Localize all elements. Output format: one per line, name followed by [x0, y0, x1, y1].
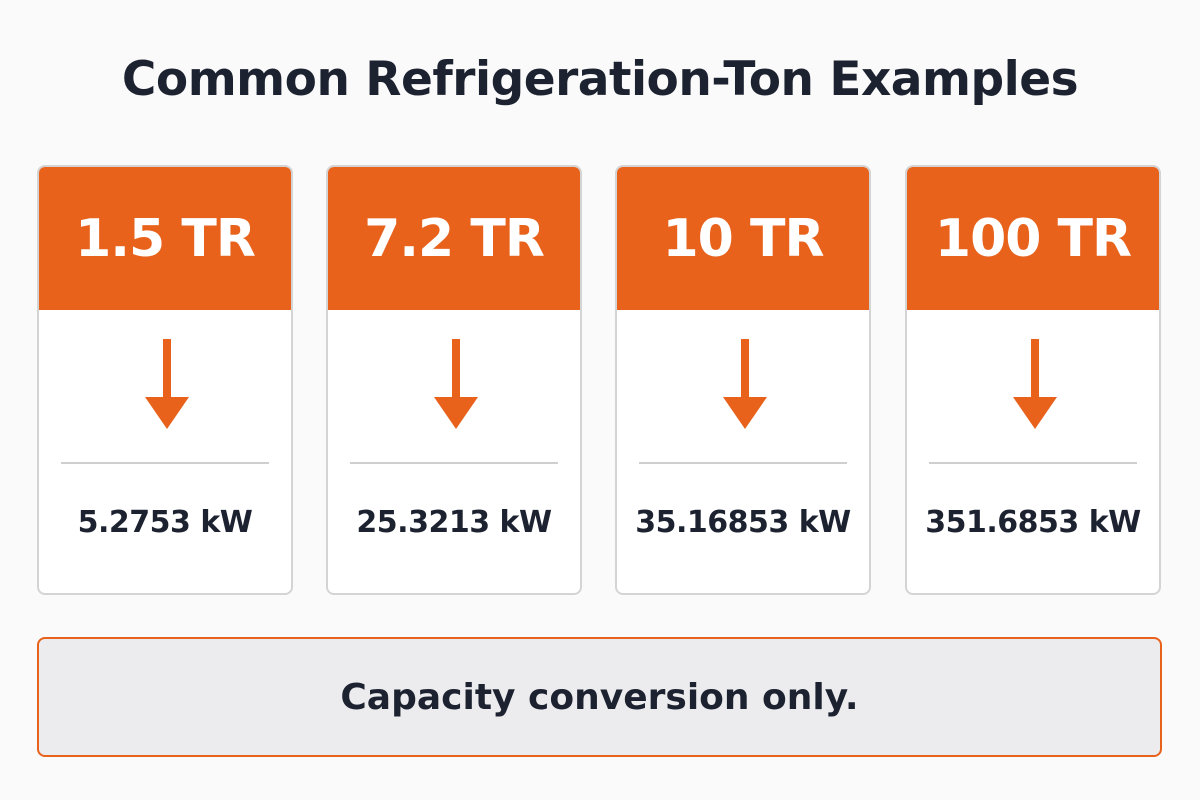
card: 10 TR 35.16853 kW: [615, 165, 871, 595]
arrow-svg: [434, 339, 478, 429]
title: Common Refrigeration-Ton Examples: [121, 52, 1079, 107]
arrow-svg: [1013, 339, 1057, 429]
card-value: 351.6853 kW: [925, 505, 1141, 540]
card: 7.2 TR 25.3213 kW: [326, 165, 582, 595]
card-header: 100 TR: [907, 167, 1159, 310]
arrow-svg: [723, 339, 767, 429]
divider: [350, 462, 558, 464]
card-value: 5.2753 kW: [77, 505, 253, 540]
divider: [929, 462, 1137, 464]
card-header: 7.2 TR: [328, 167, 580, 310]
arrow-icon: [617, 337, 869, 437]
arrow-icon: [39, 337, 291, 437]
arrow-icon: [907, 337, 1159, 437]
card: 100 TR 351.6853 kW: [905, 165, 1161, 595]
divider: [639, 462, 847, 464]
card-header: 10 TR: [617, 167, 869, 310]
card: 1.5 TR 5.2753 kW: [37, 165, 293, 595]
card-value: 25.3213 kW: [356, 505, 552, 540]
footer-note: Capacity conversion only.: [37, 637, 1162, 757]
card-header: 1.5 TR: [39, 167, 291, 310]
card-value: 35.16853 kW: [635, 505, 851, 540]
arrow-svg: [145, 339, 189, 429]
arrow-icon: [328, 337, 580, 437]
divider: [61, 462, 269, 464]
